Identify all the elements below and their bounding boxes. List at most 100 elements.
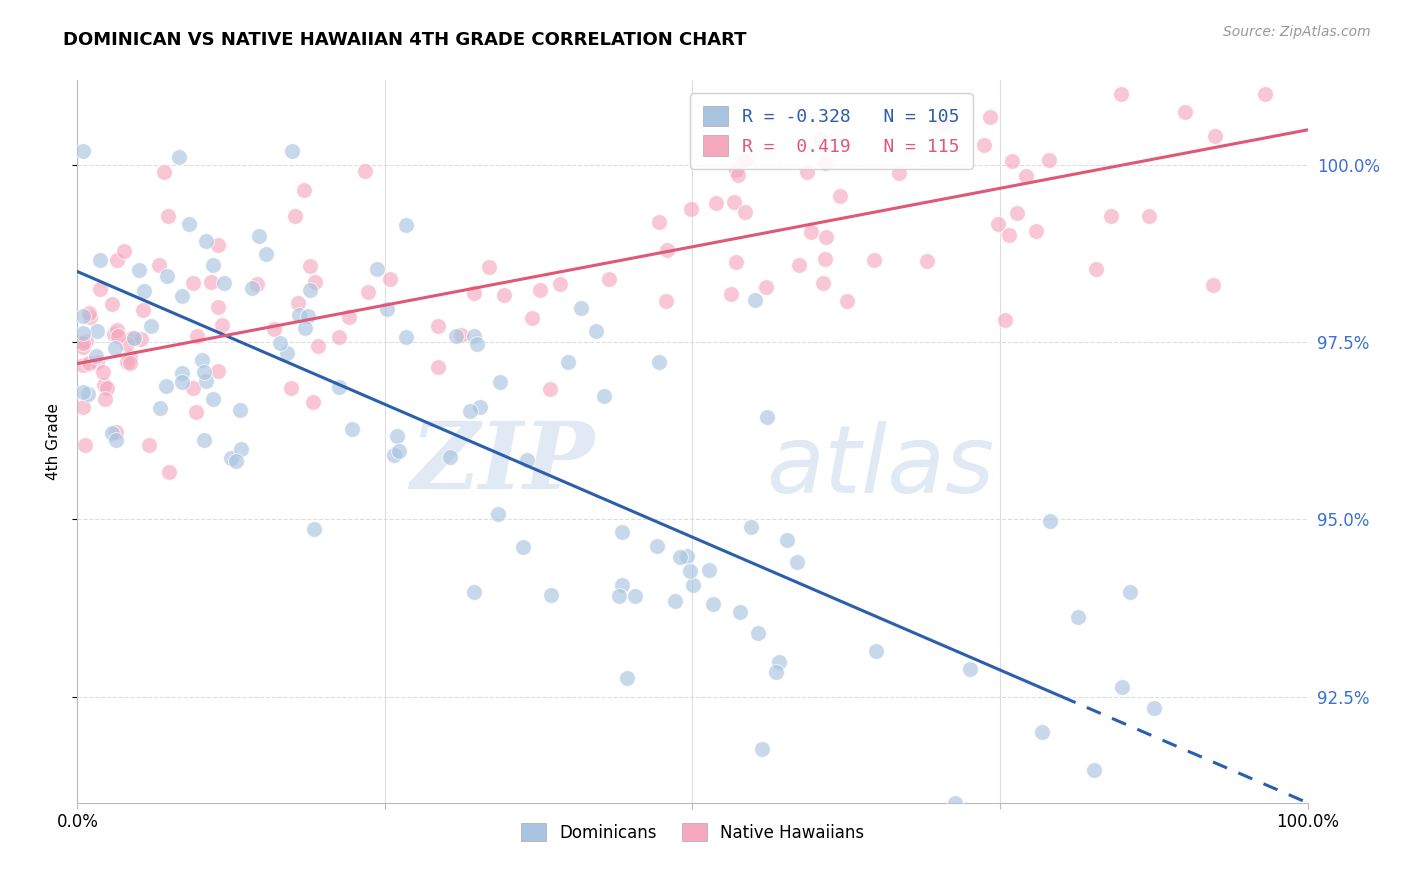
- Point: [931, 116, 953, 130]
- Point: [808, 132, 831, 146]
- Point: [120, 350, 142, 364]
- Point: [105, 252, 128, 267]
- Point: [994, 313, 1017, 327]
- Point: [814, 156, 837, 170]
- Point: [72, 384, 94, 399]
- Point: [172, 375, 194, 389]
- Text: atlas: atlas: [766, 421, 994, 512]
- Point: [254, 247, 277, 261]
- Point: [337, 310, 360, 324]
- Point: [720, 287, 742, 301]
- Point: [395, 218, 418, 232]
- Point: [1254, 87, 1277, 102]
- Point: [301, 395, 323, 409]
- Point: [702, 597, 724, 611]
- Point: [207, 300, 229, 314]
- Point: [292, 183, 315, 197]
- Point: [104, 425, 127, 440]
- Point: [128, 262, 150, 277]
- Point: [91, 365, 114, 379]
- Point: [153, 165, 176, 179]
- Point: [540, 588, 562, 602]
- Point: [520, 310, 543, 325]
- Point: [170, 366, 193, 380]
- Point: [755, 280, 778, 294]
- Point: [1039, 514, 1062, 528]
- Point: [1084, 262, 1107, 277]
- Point: [679, 202, 702, 216]
- Point: [747, 625, 769, 640]
- Point: [190, 353, 212, 368]
- Point: [465, 337, 488, 351]
- Point: [195, 234, 218, 248]
- Point: [148, 259, 170, 273]
- Point: [765, 665, 787, 680]
- Point: [294, 320, 316, 334]
- Point: [1001, 153, 1024, 168]
- Point: [706, 196, 728, 211]
- Point: [170, 289, 193, 303]
- Point: [280, 144, 302, 158]
- Point: [787, 258, 810, 272]
- Point: [193, 365, 215, 379]
- Point: [725, 162, 748, 177]
- Point: [245, 277, 267, 292]
- Point: [492, 287, 515, 301]
- Point: [616, 671, 638, 685]
- Point: [269, 336, 291, 351]
- Point: [288, 308, 311, 322]
- Point: [648, 354, 671, 368]
- Point: [655, 243, 678, 257]
- Point: [156, 210, 179, 224]
- Point: [1118, 584, 1140, 599]
- Point: [607, 589, 630, 603]
- Point: [77, 305, 100, 319]
- Point: [669, 550, 692, 565]
- Point: [129, 332, 152, 346]
- Text: ZIP: ZIP: [409, 418, 595, 508]
- Point: [488, 375, 510, 389]
- Point: [740, 519, 762, 533]
- Point: [837, 294, 859, 309]
- Point: [221, 450, 243, 465]
- Point: [439, 450, 461, 464]
- Point: [93, 377, 115, 392]
- Point: [380, 271, 402, 285]
- Point: [342, 422, 364, 436]
- Point: [157, 466, 180, 480]
- Point: [682, 578, 704, 592]
- Point: [828, 189, 851, 203]
- Point: [84, 349, 107, 363]
- Point: [488, 507, 510, 521]
- Point: [104, 341, 127, 355]
- Point: [121, 331, 143, 345]
- Point: [550, 277, 572, 291]
- Point: [973, 137, 995, 152]
- Legend: Dominicans, Native Hawaiians: Dominicans, Native Hawaiians: [515, 817, 870, 848]
- Point: [89, 281, 111, 295]
- Point: [1174, 105, 1197, 120]
- Point: [444, 329, 467, 343]
- Point: [723, 195, 745, 210]
- Point: [768, 655, 790, 669]
- Point: [1099, 209, 1122, 223]
- Point: [744, 293, 766, 307]
- Point: [800, 225, 823, 239]
- Point: [79, 310, 101, 324]
- Point: [356, 285, 378, 299]
- Point: [139, 319, 162, 334]
- Point: [943, 796, 966, 810]
- Point: [1204, 129, 1226, 144]
- Point: [862, 252, 884, 267]
- Point: [72, 336, 94, 351]
- Point: [935, 112, 957, 126]
- Point: [77, 356, 100, 370]
- Point: [280, 381, 302, 395]
- Point: [366, 261, 388, 276]
- Point: [1007, 206, 1029, 220]
- Point: [725, 254, 748, 268]
- Point: [395, 330, 418, 344]
- Point: [155, 379, 177, 393]
- Point: [297, 309, 319, 323]
- Point: [728, 605, 751, 619]
